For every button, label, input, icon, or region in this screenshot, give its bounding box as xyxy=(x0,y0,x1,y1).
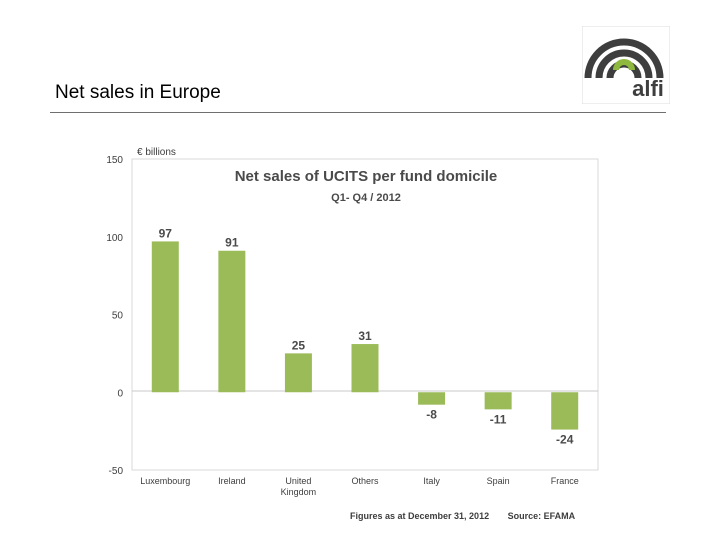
chart-subtitle: Q1- Q4 / 2012 xyxy=(331,192,401,204)
figures-date-note: Figures as at December 31, 2012 xyxy=(350,511,490,521)
bar-value-label: -24 xyxy=(556,433,574,447)
bar-value-label: -11 xyxy=(490,412,507,426)
y-tick-label: 0 xyxy=(117,388,123,399)
x-category-label: Kingdom xyxy=(281,487,317,497)
title-divider xyxy=(50,112,666,113)
x-category-label: Others xyxy=(351,476,379,486)
x-category-label: Luxembourg xyxy=(140,476,190,486)
bar xyxy=(284,353,312,393)
bar-value-label: 97 xyxy=(159,226,173,240)
bar xyxy=(218,250,246,393)
y-tick-label: -50 xyxy=(109,466,124,477)
x-category-label: Italy xyxy=(423,476,440,486)
bar xyxy=(351,344,379,393)
bar xyxy=(484,392,512,410)
chart-footnote: Figures as at December 31, 2012 Source: … xyxy=(350,511,575,521)
unit-label: € billions xyxy=(137,147,176,158)
y-axis-ticks: -50 0 50 100 150 xyxy=(106,155,123,477)
x-category-label: France xyxy=(551,476,579,486)
bar-value-label: 91 xyxy=(225,236,239,250)
y-tick-label: 150 xyxy=(106,155,123,166)
slide-title: Net sales in Europe xyxy=(55,82,221,103)
bar-value-label: 25 xyxy=(292,338,306,352)
x-category-label: Spain xyxy=(487,476,510,486)
y-tick-label: 100 xyxy=(106,233,123,244)
bars xyxy=(151,241,579,430)
alfi-logo: alfi xyxy=(582,26,670,104)
bar xyxy=(418,392,446,405)
bar-value-label: 31 xyxy=(358,329,372,343)
logo-text: alfi xyxy=(632,76,664,101)
bar xyxy=(551,392,579,430)
y-tick-label: 50 xyxy=(112,311,124,322)
bar-labels: 97 91 25 31 -8 -11 -24 xyxy=(159,226,574,446)
x-category-label: United xyxy=(285,476,311,486)
bar xyxy=(151,241,179,393)
chart-title: Net sales of UCITS per fund domicile xyxy=(235,168,498,185)
x-category-label: Ireland xyxy=(218,476,246,486)
source-note: Source: EFAMA xyxy=(507,511,576,521)
bar-value-label: -8 xyxy=(426,408,437,422)
plot-frame xyxy=(131,158,599,471)
